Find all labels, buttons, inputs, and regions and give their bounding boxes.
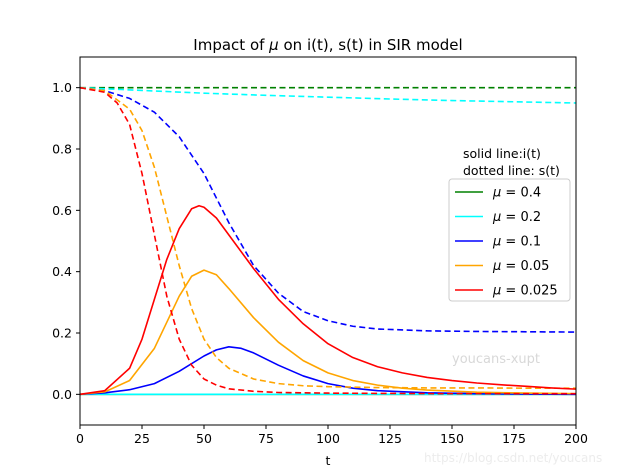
- legend-value: = 0.2: [501, 210, 541, 225]
- legend: μ = 0.4μ = 0.2μ = 0.1μ = 0.05μ = 0.025: [448, 178, 571, 302]
- legend-label: μ = 0.2: [492, 210, 541, 225]
- x-tick-label: 150: [440, 431, 464, 446]
- legend-value: = 0.1: [501, 235, 541, 250]
- series-4-s-dashed-line: [80, 86, 576, 389]
- chart-title-suffix: on i(t), s(t) in SIR model: [279, 36, 463, 54]
- series-5-i-solid-line: [80, 204, 576, 396]
- legend-mu-symbol: μ: [492, 186, 501, 201]
- legend-mu-symbol: μ: [492, 259, 501, 274]
- y-tick-label: 0.8: [52, 142, 72, 157]
- chart-title-prefix: Impact of: [193, 36, 269, 54]
- x-tick-label: 50: [196, 431, 212, 446]
- x-tick-label: 200: [564, 431, 588, 446]
- legend-label: μ = 0.05: [492, 259, 549, 274]
- y-tick-label: 0.2: [52, 326, 72, 341]
- watermark-footer: https://blog.csdn.net/youcans: [424, 451, 602, 465]
- x-tick-label: 175: [502, 431, 526, 446]
- chart-title: Impact of μ on i(t), s(t) in SIR model: [193, 36, 462, 54]
- legend-note-dotted: dotted line: s(t): [463, 163, 560, 178]
- x-tick-label: 125: [378, 431, 402, 446]
- legend-mu-symbol: μ: [492, 210, 501, 225]
- series-layer: [80, 86, 576, 396]
- x-tick-label: 0: [76, 431, 84, 446]
- x-tick-label: 100: [316, 431, 340, 446]
- x-axis-label: t: [326, 453, 331, 468]
- y-tick-label: 0.0: [52, 387, 72, 402]
- watermark-inner: youcans-xupt: [452, 352, 540, 367]
- legend-label: μ = 0.4: [492, 186, 541, 201]
- legend-mu-symbol: μ: [492, 235, 501, 250]
- series-3-s-dashed-line: [80, 86, 576, 333]
- legend-value: = 0.4: [501, 186, 541, 201]
- legend-value: = 0.05: [501, 259, 549, 274]
- legend-note-solid: solid line:i(t): [463, 146, 541, 161]
- y-tick-label: 1.0: [52, 80, 72, 95]
- y-tick-label: 0.4: [52, 264, 72, 279]
- x-axis: 0 25 50 75 100 125 150 175 200: [76, 425, 588, 446]
- legend-label: μ = 0.1: [492, 235, 541, 250]
- series-2-s-dashed-line: [80, 86, 576, 104]
- legend-value: = 0.025: [501, 284, 557, 299]
- series-3-i-solid-line: [80, 346, 576, 396]
- x-tick-label: 75: [258, 431, 274, 446]
- series-4-i-solid-line: [80, 269, 576, 396]
- legend-mu-symbol: μ: [492, 284, 501, 299]
- y-tick-label: 0.6: [52, 203, 72, 218]
- series-5-s-dashed-line: [80, 86, 576, 395]
- chart-title-mu: μ: [268, 36, 279, 54]
- legend-label: μ = 0.025: [492, 284, 558, 299]
- x-tick-label: 25: [134, 431, 150, 446]
- y-axis: 0.0 0.2 0.4 0.6 0.8 1.0: [52, 80, 80, 402]
- legend-box: [448, 178, 571, 302]
